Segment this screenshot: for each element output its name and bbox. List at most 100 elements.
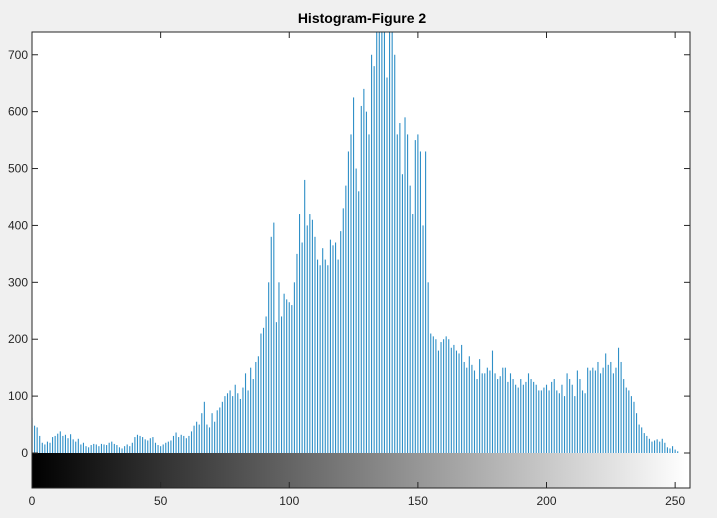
histogram-bar xyxy=(605,353,607,453)
histogram-bar xyxy=(540,390,542,453)
histogram-bar xyxy=(72,439,74,453)
histogram-bar xyxy=(363,88,365,453)
histogram-bar xyxy=(314,236,316,453)
histogram-bar xyxy=(371,54,373,453)
histogram-bar xyxy=(283,293,285,453)
histogram-bar xyxy=(329,239,331,453)
histogram-bar xyxy=(77,438,79,453)
y-tick-label: 300 xyxy=(8,275,28,289)
histogram-bar xyxy=(188,435,190,453)
histogram-bar xyxy=(175,432,177,453)
histogram-bar xyxy=(319,265,321,453)
histogram-bar xyxy=(242,387,244,453)
histogram-bar xyxy=(116,445,118,453)
histogram-bar xyxy=(206,424,208,453)
histogram-bar xyxy=(381,32,383,453)
histogram-bar xyxy=(463,361,465,453)
histogram-bar xyxy=(453,344,455,453)
chart-title: Histogram-Figure 2 xyxy=(298,10,427,26)
x-tick-label: 250 xyxy=(665,494,685,508)
histogram-bar xyxy=(90,445,92,453)
histogram-bar xyxy=(556,390,558,453)
histogram-bar xyxy=(286,299,288,453)
histogram-bar xyxy=(52,437,54,453)
histogram-bar xyxy=(296,253,298,453)
histogram-bar xyxy=(41,442,43,453)
histogram-bar xyxy=(234,384,236,453)
histogram-bar xyxy=(178,437,180,453)
histogram-bar xyxy=(450,347,452,453)
grayscale-colorbar xyxy=(32,453,688,488)
histogram-bar xyxy=(270,236,272,453)
histogram-bar xyxy=(293,282,295,453)
histogram-bar xyxy=(659,441,661,453)
histogram-bar xyxy=(183,435,185,453)
histogram-bar xyxy=(121,448,123,453)
histogram-bar xyxy=(419,151,421,453)
histogram-bar xyxy=(111,441,113,453)
histogram-bar xyxy=(93,443,95,453)
histogram-bar xyxy=(229,390,231,453)
histogram-bar xyxy=(98,446,100,453)
histogram-bar xyxy=(654,440,656,453)
y-tick-label: 700 xyxy=(8,48,28,62)
histogram-bar xyxy=(244,373,247,453)
histogram-bar xyxy=(607,364,609,453)
histogram-bar xyxy=(57,433,59,453)
y-tick-label: 100 xyxy=(8,389,28,403)
x-tick-label: 100 xyxy=(279,494,299,508)
histogram-bar xyxy=(455,350,458,453)
histogram-bar xyxy=(440,342,442,453)
histogram-bar xyxy=(548,390,550,453)
histogram-bar xyxy=(445,336,447,453)
histogram-bar xyxy=(412,214,414,453)
histogram-bar xyxy=(427,282,429,453)
histogram-bar xyxy=(88,447,90,453)
histogram-bar xyxy=(167,441,169,453)
histogram-bar xyxy=(561,384,563,453)
histogram-bar xyxy=(201,413,203,453)
histogram-bar xyxy=(558,393,560,453)
histogram-bar xyxy=(157,445,159,453)
histogram-bar xyxy=(80,444,82,453)
histogram-bar xyxy=(306,225,308,453)
histogram-bar xyxy=(139,435,141,453)
histogram-bar xyxy=(95,444,97,453)
histogram-bar xyxy=(407,134,409,453)
histogram-bar xyxy=(208,427,211,453)
histogram-bar xyxy=(193,425,195,453)
histogram-bar xyxy=(309,214,311,453)
histogram-bar xyxy=(594,370,596,453)
histogram-bar xyxy=(491,350,494,453)
histogram-bar xyxy=(646,435,648,453)
histogram-bar xyxy=(124,446,126,453)
histogram-bar xyxy=(466,367,468,453)
histogram-bar xyxy=(669,448,671,453)
histogram-bar xyxy=(196,421,198,453)
histogram-bar xyxy=(538,390,540,453)
histogram-bar xyxy=(574,396,576,453)
histogram-bar xyxy=(262,327,265,453)
histogram-bar xyxy=(630,396,632,453)
histogram-bar xyxy=(396,134,398,453)
histogram-bar xyxy=(664,442,666,453)
histogram-bar xyxy=(219,407,221,453)
histogram-bar xyxy=(358,191,360,453)
histogram-bar xyxy=(311,219,313,453)
histogram-bar xyxy=(520,379,522,453)
histogram-bar xyxy=(353,97,355,453)
histogram-bar xyxy=(576,370,578,453)
histogram-bar xyxy=(299,214,301,453)
histogram-bar xyxy=(545,384,548,453)
histogram-bar xyxy=(636,413,638,453)
histogram-bar xyxy=(656,439,658,453)
y-tick-label: 400 xyxy=(8,218,28,232)
histogram-bar xyxy=(525,381,527,453)
histogram-bar xyxy=(651,441,653,453)
histogram-bar xyxy=(216,410,218,453)
histogram-bar xyxy=(368,134,370,453)
histogram-bar xyxy=(36,427,38,453)
histogram-bar xyxy=(214,421,216,453)
histogram-bar xyxy=(641,427,643,453)
histogram-bar xyxy=(522,384,524,453)
